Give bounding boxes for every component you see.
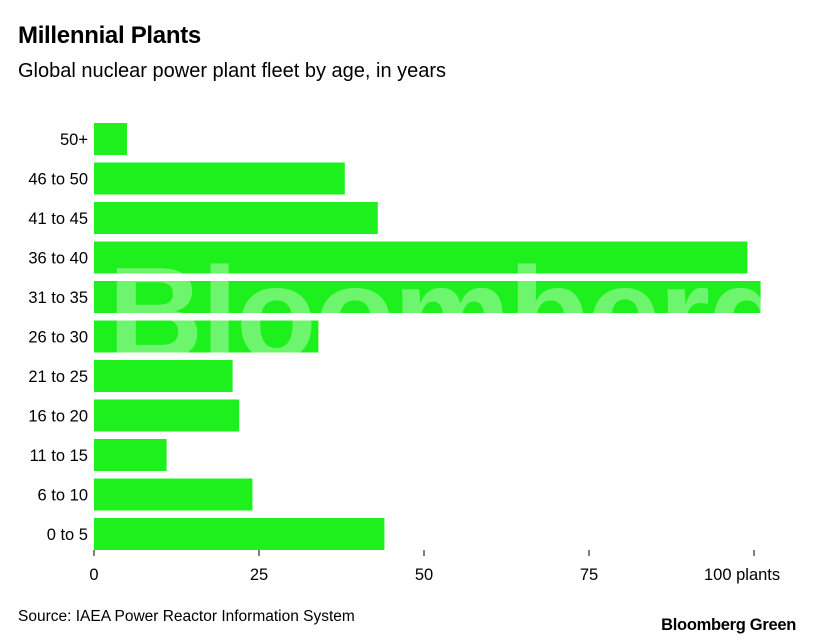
bar-0-to-5 (94, 518, 385, 550)
category-label: 50+ (60, 131, 88, 149)
category-label: 36 to 40 (28, 250, 88, 268)
bar-21-to-25 (94, 360, 233, 392)
x-tick-label: 100 plants (704, 566, 780, 584)
category-label: 11 to 15 (30, 447, 88, 465)
bar-16-to-20 (94, 399, 240, 432)
category-label: 0 to 5 (47, 526, 88, 544)
category-label: 46 to 50 (28, 171, 88, 189)
bar-41-to-45 (94, 202, 378, 234)
bar-46-to-50 (94, 162, 345, 195)
chart-subtitle: Global nuclear power plant fleet by age,… (18, 60, 447, 82)
x-tick-label: 50 (415, 566, 433, 584)
x-tick-label: 25 (250, 566, 268, 584)
category-label: 21 to 25 (28, 368, 88, 386)
x-tick-label: 75 (580, 566, 598, 584)
category-label: 26 to 30 (28, 329, 88, 347)
bar-50plus (94, 123, 127, 155)
x-tick-label: 0 (89, 566, 98, 584)
bar-31-to-35 (94, 281, 761, 313)
chart-title: Millennial Plants (18, 22, 201, 49)
bar-chart: 50+ 46 to 50 41 to 45 36 to 40 31 to 35 26 to… (28, 123, 780, 584)
bar-36-to-40 (94, 241, 748, 274)
brand-logo: Bloomberg Green (661, 616, 796, 634)
source-note: Source: IAEA Power Reactor Information S… (18, 608, 355, 625)
bar-6-to-10 (94, 478, 253, 511)
category-label: 16 to 20 (28, 408, 88, 426)
category-label: 41 to 45 (28, 210, 88, 228)
category-label: 6 to 10 (38, 487, 88, 505)
bar-26-to-30 (94, 320, 319, 353)
category-label: 31 to 35 (28, 289, 88, 307)
bar-11-to-15 (94, 439, 167, 471)
